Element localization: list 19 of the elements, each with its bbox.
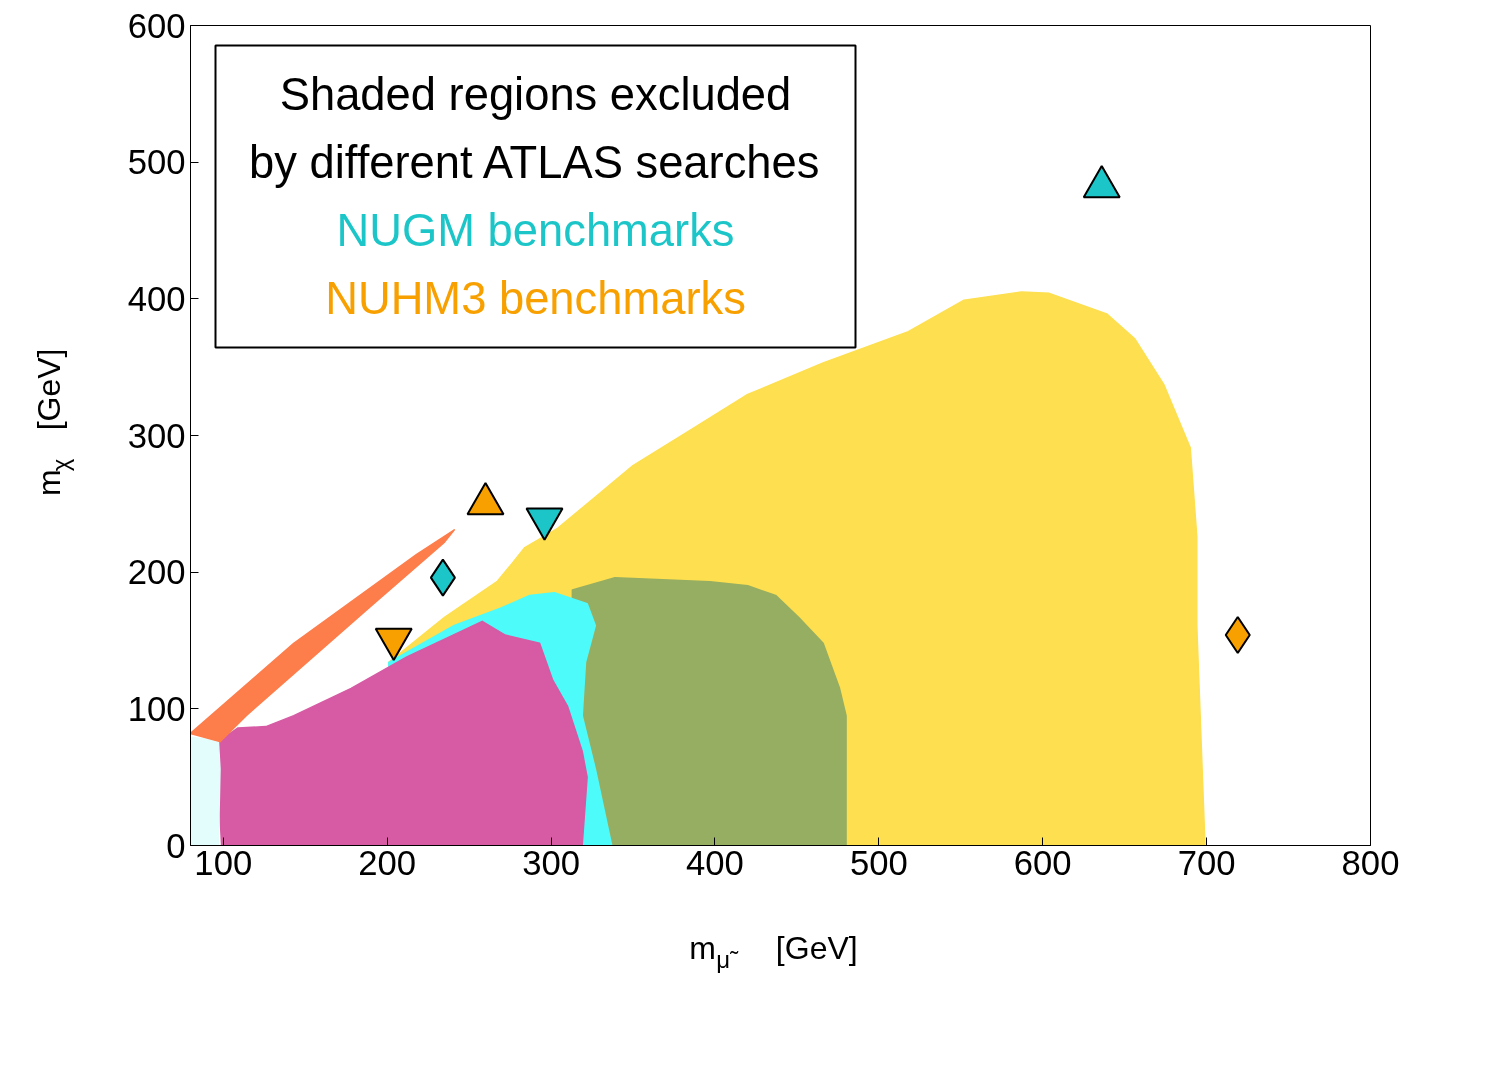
y-tick-label: 400 [127, 279, 186, 318]
y-tick-label: 500 [127, 143, 186, 182]
y-tick-label: 100 [127, 689, 186, 728]
x-tick-label: 800 [1341, 843, 1400, 882]
y-tick-label: 0 [166, 826, 186, 865]
x-tick-label: 500 [849, 843, 908, 882]
text: NUHM3 benchmarks [325, 273, 746, 324]
x-tick-label: 100 [194, 843, 253, 882]
y-tick-label: 200 [127, 553, 186, 592]
x-tick-label: 700 [1177, 843, 1236, 882]
text: NUGM benchmarks [336, 205, 735, 256]
legend-title: Shaded regions excluded by different ATLAS searches [249, 69, 820, 188]
y-tick-label: 300 [127, 416, 186, 455]
x-tick-label: 600 [1013, 843, 1072, 882]
y-tick-label: 600 [127, 6, 186, 45]
x-tick-label: 400 [686, 843, 744, 882]
x-tick-label: 200 [358, 843, 417, 882]
y-axis-title: mχ [GeV] [30, 348, 74, 496]
x-tick-label: 300 [522, 843, 580, 882]
